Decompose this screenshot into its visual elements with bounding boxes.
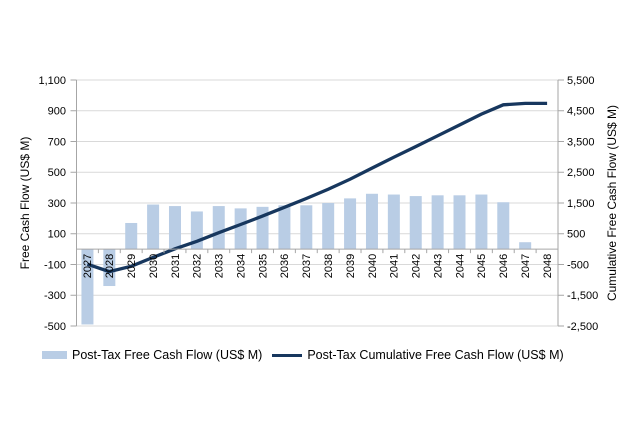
- fcf-bar: [147, 204, 160, 250]
- year-label: 2040: [367, 254, 379, 278]
- year-label: 2034: [235, 254, 247, 278]
- year-label: 2045: [476, 254, 488, 278]
- left-axis-tick-label: -500: [44, 321, 66, 333]
- year-label: 2027: [82, 254, 94, 278]
- bar-legend-swatch: [42, 351, 67, 359]
- fcf-bar: [453, 195, 466, 250]
- year-label: 2039: [345, 254, 357, 278]
- fcf-bar: [344, 198, 357, 250]
- left-axis-tick-label: 700: [48, 136, 66, 148]
- fcf-bar: [365, 193, 378, 250]
- right-axis-tick-label: 5,500: [567, 75, 595, 87]
- year-label: 2042: [411, 254, 423, 278]
- year-label: 2037: [301, 254, 313, 278]
- right-axis-tick-label: 500: [567, 229, 585, 241]
- fcf-bar: [300, 205, 313, 250]
- right-axis-tick-label: -500: [567, 259, 589, 271]
- year-label: 2028: [104, 254, 116, 278]
- fcf-bar: [278, 205, 291, 250]
- year-label: 2033: [214, 254, 226, 278]
- year-label: 2048: [542, 254, 554, 278]
- year-label: 2031: [170, 254, 182, 278]
- right-axis-tick-label: 3,500: [567, 136, 595, 148]
- year-label: 2046: [498, 254, 510, 278]
- left-axis-tick-label: 900: [48, 106, 66, 118]
- left-axis-tick-label: 300: [48, 198, 66, 210]
- legend-item-line: Post-Tax Cumulative Free Cash Flow (US$ …: [272, 348, 564, 362]
- fcf-bar: [497, 202, 510, 250]
- left-axis-tick-label: 500: [48, 167, 66, 179]
- year-label: 2029: [126, 254, 138, 278]
- fcf-bar: [387, 194, 400, 250]
- year-label: 2032: [192, 254, 204, 278]
- year-label: 2038: [323, 254, 335, 278]
- year-label: 2043: [432, 254, 444, 278]
- fcf-bar: [103, 249, 116, 287]
- line-legend-label: Post-Tax Cumulative Free Cash Flow (US$ …: [307, 348, 564, 362]
- year-label: 2035: [257, 254, 269, 278]
- year-label: 2047: [520, 254, 532, 278]
- year-label: 2036: [279, 254, 291, 278]
- line-legend-swatch: [272, 353, 303, 357]
- fcf-bar: [431, 195, 444, 250]
- fcf-bar: [234, 208, 247, 250]
- left-axis-tick-label: 100: [48, 229, 66, 241]
- right-axis-title: Cumulative Free Cash Flow (US$ M): [605, 105, 619, 301]
- fcf-bar: [125, 222, 138, 250]
- legend-item-bar: Post-Tax Free Cash Flow (US$ M): [42, 348, 262, 362]
- fcf-bar: [519, 242, 532, 250]
- left-axis-title: Free Cash Flow (US$ M): [18, 137, 32, 270]
- right-axis-tick-label: 4,500: [567, 106, 595, 118]
- right-axis-tick-label: 2,500: [567, 167, 595, 179]
- right-axis-tick-label: 1,500: [567, 198, 595, 210]
- fcf-bar: [168, 206, 181, 250]
- year-label: 2030: [148, 254, 160, 278]
- left-axis-tick-label: -100: [44, 259, 66, 271]
- right-axis-tick-label: -2,500: [567, 321, 598, 333]
- fcf-bar: [81, 249, 94, 325]
- fcf-bar: [212, 206, 225, 250]
- left-axis-tick-label: 1,100: [38, 75, 66, 87]
- right-axis-tick-label: -1,500: [567, 290, 598, 302]
- year-label: 2044: [454, 254, 466, 278]
- chart-legend: Post-Tax Free Cash Flow (US$ M) Post-Tax…: [42, 347, 564, 363]
- left-axis-tick-label: -300: [44, 290, 66, 302]
- year-label: 2041: [389, 254, 401, 278]
- fcf-bar: [322, 203, 335, 250]
- bar-legend-label: Post-Tax Free Cash Flow (US$ M): [72, 348, 263, 362]
- fcf-bar: [409, 196, 422, 250]
- fcf-bar: [475, 194, 488, 250]
